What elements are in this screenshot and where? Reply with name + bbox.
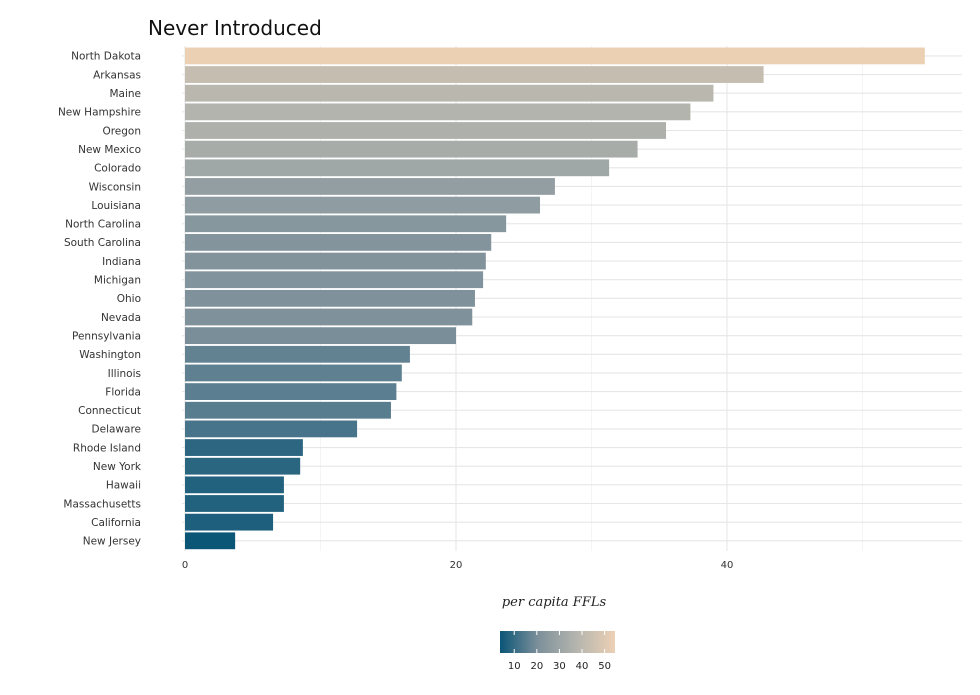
category-label: Washington — [79, 349, 141, 361]
legend-tick-label: 20 — [530, 661, 543, 672]
bar — [185, 457, 301, 475]
bars — [185, 47, 925, 550]
x-tick-label: 20 — [450, 560, 463, 571]
category-label: Rhode Island — [73, 442, 141, 454]
bar — [185, 327, 456, 345]
category-label: Wisconsin — [89, 181, 141, 193]
category-label: Illinois — [108, 368, 141, 380]
category-label: Colorado — [94, 163, 141, 175]
color-legend: 10 20 30 40 50 — [500, 631, 615, 672]
bar — [185, 140, 638, 158]
x-tick-label: 0 — [182, 560, 188, 571]
bar — [185, 401, 391, 419]
bar — [185, 103, 691, 121]
category-label: North Carolina — [65, 219, 141, 231]
category-label: New Hampshire — [58, 107, 141, 119]
bar — [185, 196, 541, 214]
category-label: New York — [93, 461, 142, 473]
category-label: Nevada — [101, 312, 141, 324]
bar — [185, 66, 764, 83]
bar — [185, 159, 610, 177]
legend-tick-label: 30 — [553, 661, 566, 672]
bar — [185, 513, 274, 531]
category-label: Massachusetts — [63, 498, 141, 510]
legend-colorbar — [500, 631, 615, 653]
category-label: North Dakota — [71, 51, 141, 63]
category-label: Oregon — [102, 125, 141, 137]
bar — [185, 495, 284, 512]
bar — [185, 122, 667, 139]
bar — [185, 47, 925, 65]
x-axis-label: per capita FFLs — [502, 595, 607, 610]
bar — [185, 178, 555, 195]
bar — [185, 271, 484, 289]
bar — [185, 308, 473, 326]
category-label: Hawaii — [106, 480, 141, 492]
category-label: South Carolina — [64, 237, 141, 249]
category-label: Ohio — [117, 293, 141, 305]
category-labels: North Dakota Arkansas Maine New Hampshire Or… — [58, 51, 142, 548]
bar — [185, 84, 714, 102]
chart-title: Never Introduced — [148, 16, 322, 40]
category-label: Michigan — [94, 275, 141, 287]
bar — [185, 476, 284, 494]
bar — [185, 420, 358, 438]
bar — [185, 252, 486, 270]
bar — [185, 289, 475, 307]
legend-tick-label: 40 — [576, 661, 589, 672]
category-label: Pennsylvania — [72, 330, 141, 342]
x-tick-labels: 0 20 40 — [182, 560, 734, 571]
category-label: New Jersey — [83, 536, 141, 548]
category-label: Maine — [109, 88, 141, 100]
category-label: Louisiana — [91, 200, 141, 212]
category-label: California — [91, 517, 141, 529]
legend-tick-label: 10 — [508, 661, 521, 672]
category-label: Connecticut — [78, 405, 141, 417]
bar — [185, 345, 410, 363]
category-label: Florida — [105, 386, 141, 398]
category-label: Delaware — [92, 424, 141, 436]
bar — [185, 215, 507, 233]
category-label: Arkansas — [93, 69, 141, 81]
bar — [185, 532, 236, 550]
category-label: Indiana — [102, 256, 141, 268]
bar — [185, 439, 303, 456]
legend-tick-label: 50 — [598, 661, 611, 672]
x-tick-label: 40 — [721, 560, 734, 571]
bar — [185, 383, 397, 400]
bar — [185, 364, 402, 382]
category-label: New Mexico — [78, 144, 141, 156]
bar — [185, 234, 492, 251]
